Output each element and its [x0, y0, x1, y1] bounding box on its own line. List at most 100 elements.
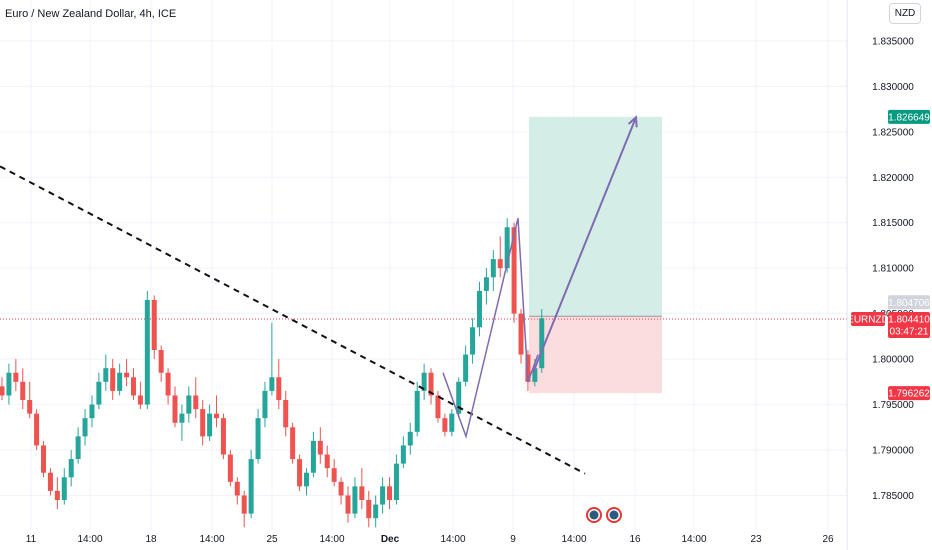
candle[interactable]: [317, 427, 323, 464]
candle[interactable]: [0, 377, 5, 400]
candle[interactable]: [518, 309, 524, 364]
candle[interactable]: [227, 450, 233, 487]
candle[interactable]: [117, 363, 123, 396]
candle[interactable]: [214, 395, 220, 428]
candle[interactable]: [103, 354, 109, 391]
zigzag-pattern[interactable]: [442, 218, 539, 439]
stop-zone[interactable]: [529, 316, 662, 394]
candle[interactable]: [193, 377, 199, 419]
candle[interactable]: [331, 459, 337, 487]
candle[interactable]: [345, 486, 351, 523]
candle[interactable]: [456, 377, 462, 419]
candle[interactable]: [435, 390, 441, 423]
candle[interactable]: [539, 309, 545, 373]
candle[interactable]: [449, 409, 455, 437]
candle[interactable]: [359, 468, 365, 510]
candle[interactable]: [297, 454, 303, 491]
candle[interactable]: [137, 381, 143, 410]
candle[interactable]: [470, 318, 476, 364]
candle[interactable]: [442, 413, 448, 437]
candle[interactable]: [130, 368, 136, 400]
candle[interactable]: [200, 400, 206, 446]
candle[interactable]: [27, 381, 33, 419]
stop-price-tag[interactable]: 1.796262: [888, 386, 930, 401]
target-price-tag[interactable]: 1.826649: [888, 109, 930, 124]
projection-arrow[interactable]: [532, 116, 637, 374]
candle[interactable]: [68, 450, 74, 487]
candle[interactable]: [393, 454, 399, 505]
candle[interactable]: [172, 386, 178, 428]
candle[interactable]: [75, 427, 81, 464]
candle[interactable]: [490, 250, 496, 291]
candle[interactable]: [511, 222, 517, 323]
candle[interactable]: [144, 290, 150, 410]
candle[interactable]: [89, 395, 95, 428]
candle[interactable]: [110, 359, 116, 400]
candle[interactable]: [13, 359, 19, 391]
candle[interactable]: [303, 468, 309, 496]
candle[interactable]: [414, 381, 420, 437]
candle[interactable]: [352, 477, 358, 519]
candle[interactable]: [387, 477, 393, 510]
candle[interactable]: [34, 409, 40, 450]
currency-selector[interactable]: NZD: [889, 3, 921, 24]
trendline-dashed[interactable]: [0, 165, 586, 475]
candle[interactable]: [407, 422, 413, 455]
candle[interactable]: [124, 359, 130, 387]
candle[interactable]: [47, 468, 53, 496]
candle[interactable]: [324, 445, 330, 478]
candle[interactable]: [186, 386, 192, 423]
candle[interactable]: [255, 409, 261, 464]
candle[interactable]: [290, 422, 296, 464]
candle[interactable]: [269, 322, 275, 396]
candle[interactable]: [497, 236, 503, 278]
candle[interactable]: [428, 368, 434, 405]
event-marker[interactable]: [606, 507, 622, 523]
candle[interactable]: [6, 363, 12, 405]
candle[interactable]: [234, 477, 240, 505]
candle[interactable]: [248, 450, 254, 519]
candle-body: [269, 377, 275, 391]
candle[interactable]: [262, 381, 268, 428]
candle-body: [124, 372, 130, 378]
candle[interactable]: [220, 413, 226, 460]
symbol-price-tag[interactable]: EURNZD: [847, 312, 889, 326]
event-marker[interactable]: [586, 507, 602, 523]
countdown-text: 03:47:21: [890, 327, 929, 338]
candle[interactable]: [179, 404, 185, 441]
candle[interactable]: [421, 363, 427, 400]
time-tick-label: 14:00: [319, 534, 344, 545]
candle[interactable]: [241, 490, 247, 528]
candle[interactable]: [54, 477, 60, 510]
candle[interactable]: [207, 404, 213, 441]
candle-body: [463, 354, 469, 382]
candle[interactable]: [82, 409, 88, 446]
candle[interactable]: [20, 368, 26, 410]
candle[interactable]: [158, 345, 164, 382]
candle-body: [290, 427, 296, 460]
candle[interactable]: [276, 359, 282, 410]
candle[interactable]: [283, 390, 289, 437]
price-axis[interactable]: 1.7850001.7900001.7950001.8000001.805000…: [872, 36, 914, 502]
candle[interactable]: [476, 281, 482, 337]
candle-body: [20, 381, 26, 400]
candle[interactable]: [373, 495, 379, 528]
candle-body: [435, 395, 441, 419]
candle[interactable]: [61, 468, 67, 505]
candle-body: [324, 454, 330, 469]
candle[interactable]: [338, 477, 344, 505]
entry-price-tag[interactable]: 1.804706: [888, 295, 930, 310]
time-axis[interactable]: 11 14:00 18 14:00 25 14:00 Dec 14:00 9 14:00 16 14:…: [26, 534, 834, 545]
candle[interactable]: [380, 477, 386, 514]
candle[interactable]: [400, 436, 406, 469]
candle[interactable]: [165, 368, 171, 405]
candle[interactable]: [366, 490, 372, 528]
candle[interactable]: [41, 440, 47, 478]
candle[interactable]: [310, 431, 316, 478]
candle[interactable]: [483, 268, 489, 305]
candle[interactable]: [96, 372, 102, 410]
candle[interactable]: [463, 345, 469, 387]
candle[interactable]: [151, 295, 157, 360]
